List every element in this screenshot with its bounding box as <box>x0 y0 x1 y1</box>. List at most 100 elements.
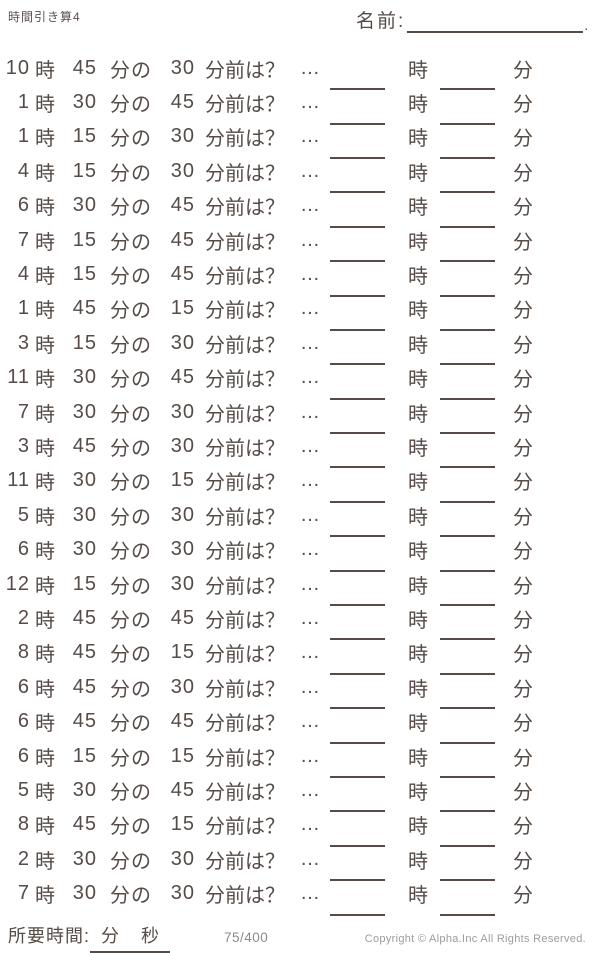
minutes-before-label: 分前は？ <box>205 437 285 460</box>
minute-no-label: 分の <box>110 678 152 701</box>
ellipsis: … <box>300 263 320 286</box>
ellipsis: … <box>300 434 320 457</box>
answer-hour-blank <box>330 294 385 297</box>
problem-minute: 45 <box>72 297 97 320</box>
answer-minute-unit-label: 分 <box>513 437 533 460</box>
problem-subtract: 15 <box>170 641 195 664</box>
minute-no-label: 分の <box>110 334 152 357</box>
problem-minute: 30 <box>72 538 97 561</box>
minutes-before-label: 分前は？ <box>205 609 285 632</box>
problem-subtract: 15 <box>170 469 195 492</box>
answer-minute-unit-label: 分 <box>513 231 533 254</box>
answer-hour-blank <box>330 535 385 538</box>
problem-minute: 30 <box>72 503 97 526</box>
ellipsis: … <box>300 469 320 492</box>
hour-unit-label: 時 <box>35 781 55 804</box>
answer-minute-unit-label: 分 <box>513 575 533 598</box>
ellipsis: … <box>300 366 320 389</box>
answer-minute-blank <box>440 363 495 366</box>
answer-hour-blank <box>330 913 385 916</box>
problem-hour: 6 <box>17 744 30 767</box>
problem-subtract: 30 <box>170 882 195 905</box>
minute-no-label: 分の <box>110 59 152 82</box>
answer-hour-unit-label: 時 <box>408 609 428 632</box>
minute-no-label: 分の <box>110 128 152 151</box>
ellipsis: … <box>300 778 320 801</box>
problem-minute: 30 <box>72 778 97 801</box>
answer-minute-blank <box>440 191 495 194</box>
minutes-before-label: 分前は？ <box>205 231 285 254</box>
problem-row: 6 時 45 分の 45 分前は？ … 時 分 <box>0 704 600 744</box>
problem-minute: 15 <box>72 263 97 286</box>
problem-minute: 15 <box>72 572 97 595</box>
hour-unit-label: 時 <box>35 94 55 117</box>
problem-hour: 1 <box>17 297 30 320</box>
problem-subtract: 45 <box>170 366 195 389</box>
answer-minute-unit-label: 分 <box>513 197 533 220</box>
problem-row: 6 時 15 分の 15 分前は？ … 時 分 <box>0 739 600 778</box>
problem-minute: 30 <box>72 366 97 389</box>
problem-subtract: 15 <box>170 813 195 836</box>
problem-subtract: 15 <box>170 744 195 767</box>
minutes-before-label: 分前は？ <box>205 334 285 357</box>
answer-minute-unit-label: 分 <box>513 747 533 770</box>
ellipsis: … <box>300 813 320 836</box>
minute-no-label: 分の <box>110 94 152 117</box>
answer-minute-blank <box>440 294 495 297</box>
problem-hour: 3 <box>17 434 30 457</box>
answer-hour-blank <box>330 466 385 469</box>
ellipsis: … <box>300 641 320 664</box>
problem-row: 7 時 15 分の 45 分前は？ … 時 分 <box>0 223 600 263</box>
hour-unit-label: 時 <box>35 266 55 289</box>
answer-minute-unit-label: 分 <box>513 266 533 289</box>
problem-row: 1 時 15 分の 30 分前は？ … 時 分 <box>0 120 600 159</box>
answer-hour-unit-label: 時 <box>408 541 428 564</box>
problem-row: 7 時 30 分の 30 分前は？ … 時 分 <box>0 876 600 916</box>
answer-hour-blank <box>330 707 385 710</box>
answer-minute-blank <box>440 156 495 159</box>
hour-unit-label: 時 <box>35 197 55 220</box>
minutes-before-label: 分前は？ <box>205 816 285 839</box>
answer-minute-unit-label: 分 <box>513 94 533 117</box>
problem-row: 4 時 15 分の 30 分前は？ … 時 分 <box>0 154 600 194</box>
minutes-before-label: 分前は？ <box>205 678 285 701</box>
hour-unit-label: 時 <box>35 300 55 323</box>
minute-no-label: 分の <box>110 747 152 770</box>
elapsed-seconds-unit-label: 秒 <box>141 925 160 946</box>
answer-minute-blank <box>440 122 495 125</box>
answer-hour-blank <box>330 225 385 228</box>
problem-hour: 6 <box>17 675 30 698</box>
answer-minute-blank <box>440 776 495 778</box>
answer-minute-blank <box>440 879 495 882</box>
header: 時間引き算4 名前: . <box>0 0 600 48</box>
hour-unit-label: 時 <box>35 609 55 632</box>
problem-hour: 3 <box>17 331 30 354</box>
elapsed-minutes-unit-label: 分 <box>101 925 120 946</box>
hour-unit-label: 時 <box>35 678 55 701</box>
hour-unit-label: 時 <box>35 885 55 908</box>
answer-minute-blank <box>440 225 495 228</box>
hour-unit-label: 時 <box>35 162 55 185</box>
minute-no-label: 分の <box>110 575 152 598</box>
answer-hour-unit-label: 時 <box>408 850 428 873</box>
answer-minute-unit-label: 分 <box>513 713 533 736</box>
answer-minute-blank <box>440 707 495 710</box>
problem-subtract: 30 <box>170 572 195 595</box>
ellipsis: … <box>300 503 320 526</box>
answer-minute-blank <box>440 672 495 675</box>
answer-hour-blank <box>330 260 385 263</box>
minutes-before-label: 分前は？ <box>205 94 285 117</box>
answer-minute-unit-label: 分 <box>513 816 533 839</box>
answer-hour-unit-label: 時 <box>408 128 428 151</box>
answer-hour-blank <box>330 122 385 125</box>
minutes-before-label: 分前は？ <box>205 850 285 873</box>
answer-minute-blank <box>440 638 495 641</box>
problem-subtract: 30 <box>170 159 195 182</box>
problem-row: 3 時 15 分の 30 分前は？ … 時 分 <box>0 326 600 366</box>
hour-unit-label: 時 <box>35 713 55 736</box>
answer-hour-blank <box>330 569 385 572</box>
problem-row: 5 時 30 分の 45 分前は？ … 時 分 <box>0 773 600 813</box>
problem-row: 5 時 30 分の 30 分前は？ … 時 分 <box>0 498 600 538</box>
name-label: 名前: <box>356 11 406 32</box>
minutes-before-label: 分前は？ <box>205 644 285 667</box>
